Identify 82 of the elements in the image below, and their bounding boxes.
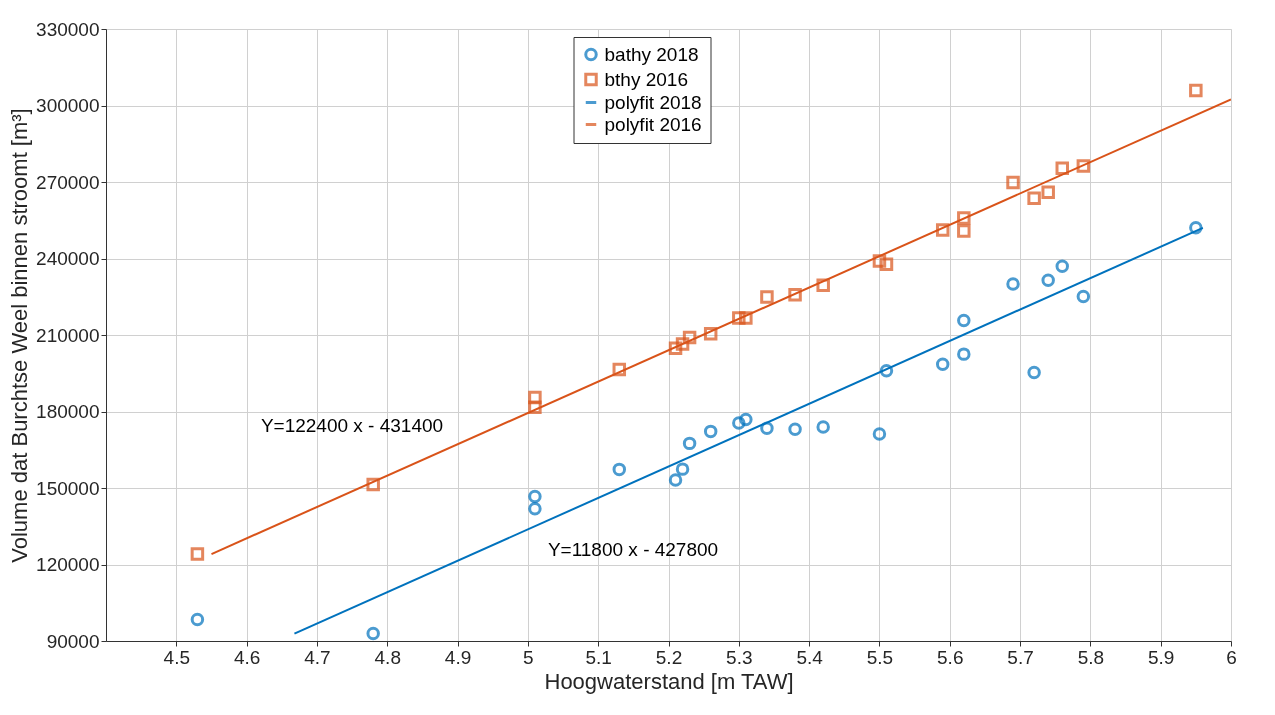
point [1041,185,1055,199]
point [872,254,887,268]
point [957,211,971,225]
x-tick-label: 4.9 [444,646,472,668]
point [190,547,205,561]
point [1076,159,1091,173]
x-tick-label: 4.7 [304,646,331,668]
point [957,224,971,238]
point [682,436,697,451]
point [935,223,950,237]
x-tick-label: 5.3 [726,646,753,668]
annotation: Y=122400 x - 431400 [260,415,444,436]
point [788,287,802,302]
y-tick-label: 150000 [36,477,100,499]
point [879,363,894,378]
x-tick-label: 4.6 [233,646,261,668]
x-tick-label: 5.4 [796,646,824,668]
point [668,341,683,355]
x-tick-label: 6 [1226,646,1237,668]
point [703,424,718,439]
point [703,326,718,341]
point [957,313,971,328]
point [732,416,746,430]
y-tick-label: 330000 [36,18,100,40]
x-tick-label: 4.8 [374,646,401,668]
point [190,612,205,627]
point [739,311,753,325]
point [879,257,894,272]
legend-label: bthy 2016 [604,68,688,90]
point [675,337,690,351]
point [935,357,950,372]
point [528,400,542,414]
x-tick-label: 5.2 [655,646,683,668]
point [732,311,746,325]
x-tick-label: 5.5 [866,646,894,668]
y-tick-label: 300000 [36,95,100,116]
point [739,412,753,427]
legend-label: polyfit 2016 [604,113,702,135]
point [1027,191,1041,206]
point [1006,277,1020,291]
point [872,427,887,441]
point [366,626,380,641]
point [816,420,830,434]
point [668,473,683,487]
point [528,501,542,516]
point [366,477,380,492]
point [612,362,627,377]
y-axis-title: Volume dat Burchtse Weel binnen stroomt [m³] [7,108,33,563]
point [1027,365,1041,380]
legend-label: polyfit 2018 [604,91,702,113]
y-tick-label: 210000 [36,324,100,346]
point [528,489,542,504]
y-tick-label: 120000 [36,554,100,575]
y-tick-label: 270000 [36,171,100,193]
x-tick-label: 5 [523,646,534,668]
point [760,421,774,436]
point [1055,259,1069,273]
point [760,290,774,304]
point [1006,175,1020,190]
x-tick-label: 5.6 [937,646,964,668]
x-axis-title: Hoogwaterstand [m TAW] [544,668,794,694]
point [528,390,542,405]
point [682,330,697,345]
point [1076,289,1091,304]
point [788,422,802,437]
x-tick-label: 5.9 [1147,646,1175,668]
y-tick-label: 180000 [36,401,100,422]
point [675,462,690,476]
point [1189,83,1203,98]
legend-label: bathy 2018 [604,43,699,65]
point [816,278,830,293]
point [957,347,971,361]
x-tick-label: 5.1 [585,646,612,668]
x-tick-label: 5.7 [1007,646,1034,668]
annotation: Y=11800 x - 427800 [547,539,719,560]
y-tick-label: 90000 [46,630,100,652]
x-tick-label: 5.8 [1077,646,1105,668]
point [1055,161,1069,175]
point [612,462,627,477]
x-tick-label: 4.5 [163,646,191,668]
y-tick-label: 240000 [36,248,100,269]
point [1041,273,1055,287]
